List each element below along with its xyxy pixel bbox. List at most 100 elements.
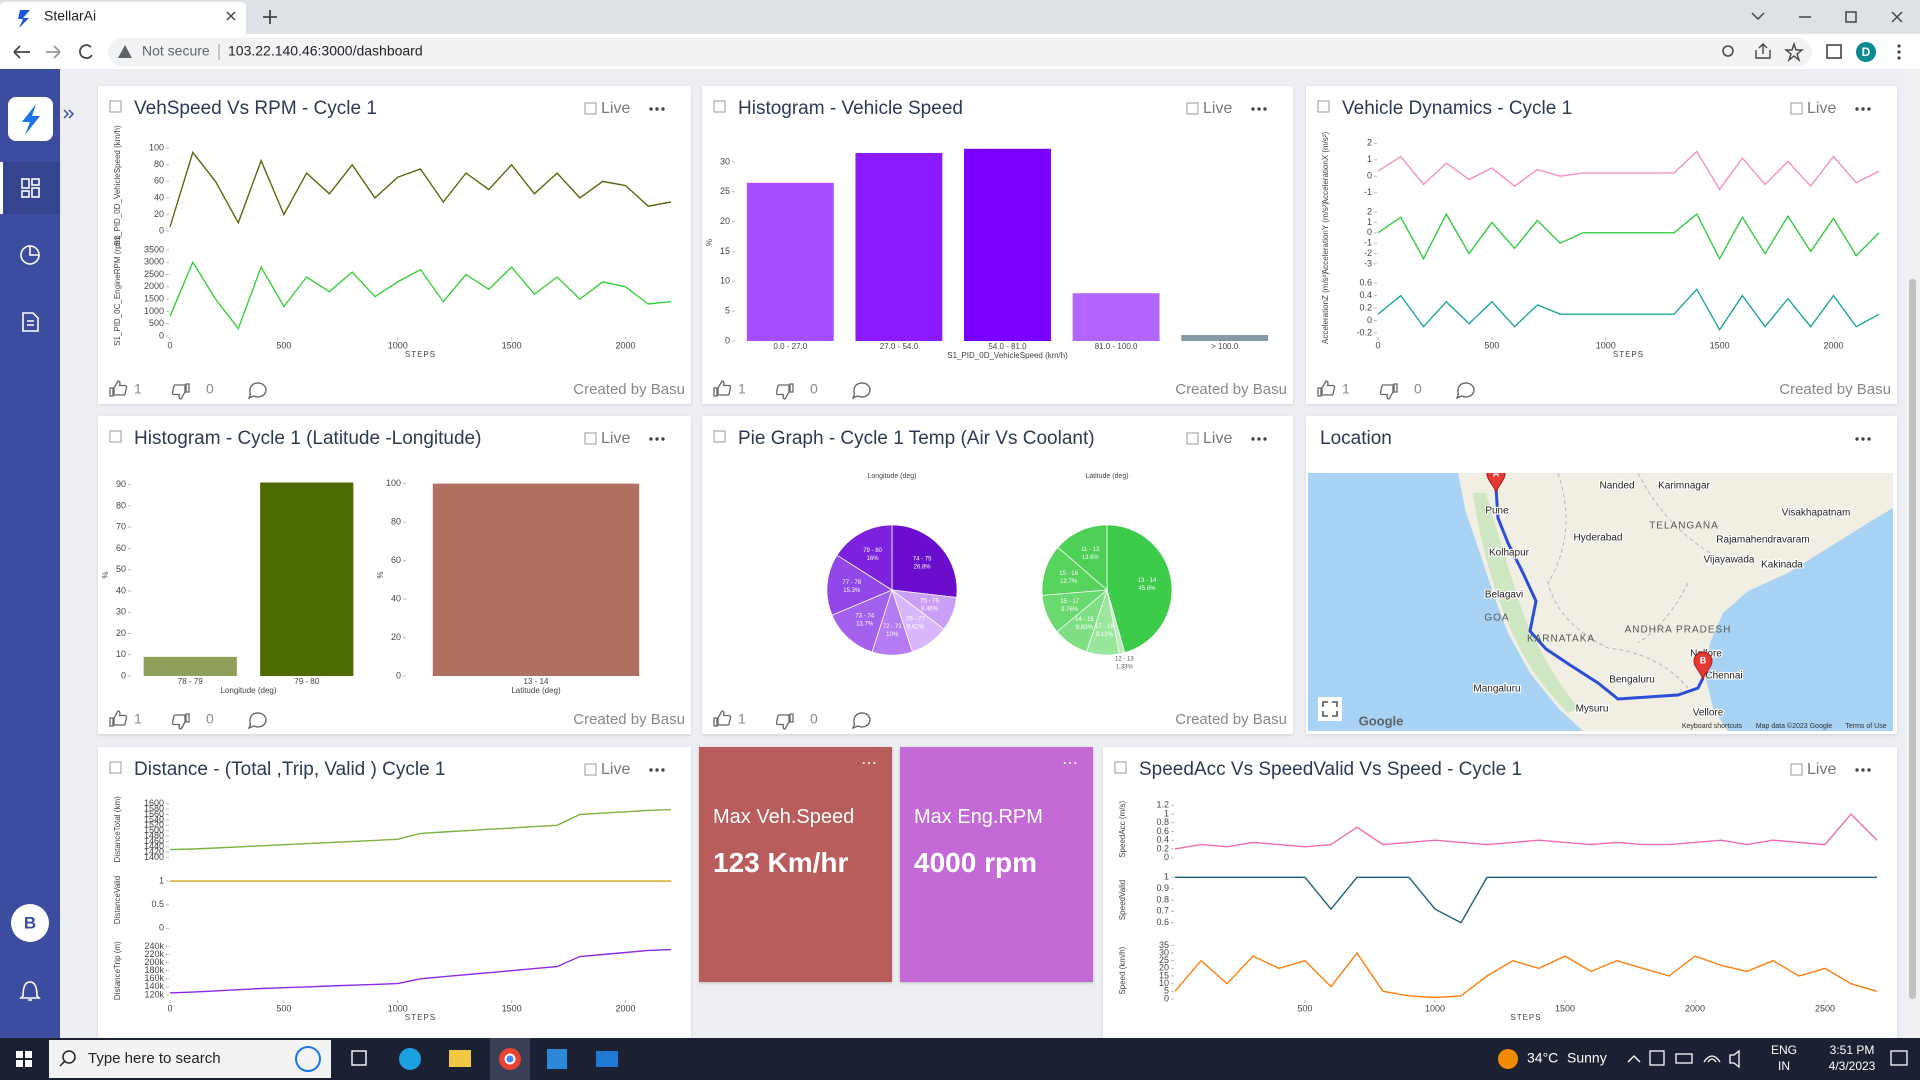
nav-reports[interactable] — [20, 245, 40, 265]
explorer-icon[interactable] — [449, 1050, 471, 1067]
expand[interactable] — [63, 109, 75, 119]
map-label: Kakinada — [1761, 560, 1803, 571]
live-checkbox[interactable] — [1186, 432, 1199, 445]
search-box[interactable] — [49, 1040, 331, 1078]
dislike-button[interactable] — [171, 713, 190, 730]
x-tick-label: 500 — [1484, 340, 1499, 350]
omnibox[interactable] — [108, 38, 1812, 66]
select-checkbox[interactable] — [713, 100, 726, 113]
side-panel[interactable] — [1826, 44, 1842, 59]
comment-button[interactable] — [851, 712, 871, 730]
y-tick-label: 3500 — [144, 244, 164, 254]
like-button[interactable] — [713, 710, 732, 727]
map[interactable]: Pune Nanded Karimnagar Hyderabad TELANGANA Vi… — [1308, 473, 1893, 731]
restore[interactable] — [1845, 11, 1857, 23]
store-icon[interactable] — [547, 1049, 567, 1069]
start-button[interactable] — [16, 1051, 32, 1067]
nav-documents[interactable] — [22, 312, 39, 332]
widget-menu[interactable] — [649, 107, 665, 111]
forward[interactable] — [46, 45, 61, 59]
y-tick-label: 2 — [1367, 138, 1372, 148]
fullscreen-button[interactable] — [1318, 697, 1342, 721]
widget-menu[interactable] — [649, 437, 665, 441]
y-tick-label: 0 — [725, 335, 730, 345]
task-view[interactable] — [351, 1050, 367, 1066]
y-tick-label: 0 — [1367, 227, 1372, 237]
reload[interactable] — [79, 44, 93, 59]
new-tab[interactable] — [263, 10, 277, 24]
zoom-icon[interactable] — [1722, 45, 1734, 57]
widget-menu[interactable] — [1855, 768, 1871, 772]
map-label: Google — [1359, 713, 1404, 728]
live-checkbox[interactable] — [1186, 102, 1199, 115]
select-checkbox[interactable] — [109, 100, 122, 113]
live-checkbox[interactable] — [1790, 102, 1803, 115]
map-marker[interactable] — [1486, 473, 1506, 494]
widget-canvas: SpeedAcc Vs SpeedValid Vs Speed - Cycle … — [1114, 759, 1878, 1022]
select-checkbox[interactable] — [1317, 100, 1330, 113]
tile-menu[interactable]: ⋯ — [861, 753, 878, 773]
widget-menu[interactable] — [649, 768, 665, 772]
widget-menu[interactable] — [1251, 437, 1267, 441]
notifications[interactable] — [19, 981, 41, 1001]
y-tick-label: 0.2 — [1359, 302, 1372, 312]
notification-center[interactable] — [1890, 1050, 1908, 1066]
tab-close[interactable] — [226, 11, 236, 21]
weather-desc: Sunny — [1567, 1050, 1607, 1066]
close-window[interactable] — [1891, 11, 1903, 23]
comment-button[interactable] — [1455, 382, 1475, 400]
x-tick-label: 27.0 - 54.0 — [880, 342, 919, 351]
edge-icon[interactable] — [399, 1048, 421, 1070]
widget-title: Location — [1320, 428, 1392, 449]
select-checkbox[interactable] — [109, 761, 122, 774]
live-checkbox[interactable] — [584, 763, 597, 776]
bookmark-star[interactable] — [1784, 41, 1804, 63]
widget-menu[interactable] — [1855, 437, 1871, 441]
comment-button[interactable] — [247, 712, 267, 730]
like-button[interactable] — [109, 380, 128, 397]
tile-menu[interactable]: ⋯ — [1062, 753, 1079, 773]
like-button[interactable] — [713, 380, 732, 397]
live-checkbox[interactable] — [584, 102, 597, 115]
mail-icon[interactable] — [596, 1051, 618, 1067]
widget-menu[interactable] — [1251, 107, 1267, 111]
land — [1458, 473, 1893, 731]
user-avatar[interactable] — [11, 904, 49, 942]
comment-button[interactable] — [851, 382, 871, 400]
tray-icons[interactable] — [1649, 1049, 1740, 1069]
select-checkbox[interactable] — [1114, 761, 1127, 774]
live-checkbox[interactable] — [584, 432, 597, 445]
y-tick-label: 5 — [1164, 986, 1169, 996]
select-checkbox[interactable] — [713, 430, 726, 443]
menu[interactable] — [1897, 44, 1901, 60]
weather-icon[interactable] — [1498, 1049, 1518, 1069]
profile-avatar[interactable] — [1856, 42, 1876, 62]
bing-icon[interactable] — [295, 1046, 321, 1072]
dislike-button[interactable] — [775, 383, 794, 400]
tab-search[interactable] — [1751, 12, 1765, 21]
scroll-thumb[interactable] — [1909, 279, 1916, 999]
back[interactable] — [13, 45, 30, 59]
x-tick-label: 1500 — [502, 1003, 522, 1013]
slice-value: 8.46% — [921, 607, 939, 613]
comment-button[interactable] — [247, 382, 267, 400]
dislike-button[interactable] — [1379, 383, 1398, 400]
y-tick-label: 0 — [159, 225, 164, 235]
select-checkbox[interactable] — [109, 430, 122, 443]
x-tick-label: 2000 — [1823, 340, 1843, 350]
dislike-button[interactable] — [171, 383, 190, 400]
share-icon[interactable] — [1755, 43, 1771, 59]
series-line — [1174, 951, 1878, 999]
active-tab[interactable] — [0, 2, 246, 34]
nav-dashboard[interactable] — [21, 178, 40, 198]
like-button[interactable] — [1317, 380, 1336, 397]
dislike-button[interactable] — [775, 713, 794, 730]
y-tick-label: 20 — [720, 216, 730, 226]
like-button[interactable] — [109, 710, 128, 727]
tray-expand[interactable] — [1627, 1055, 1641, 1063]
y-tick-label: 40 — [116, 585, 126, 595]
live-checkbox[interactable] — [1790, 763, 1803, 776]
widget-menu[interactable] — [1855, 107, 1871, 111]
series-line — [169, 948, 672, 994]
map-marker[interactable] — [1693, 651, 1713, 681]
